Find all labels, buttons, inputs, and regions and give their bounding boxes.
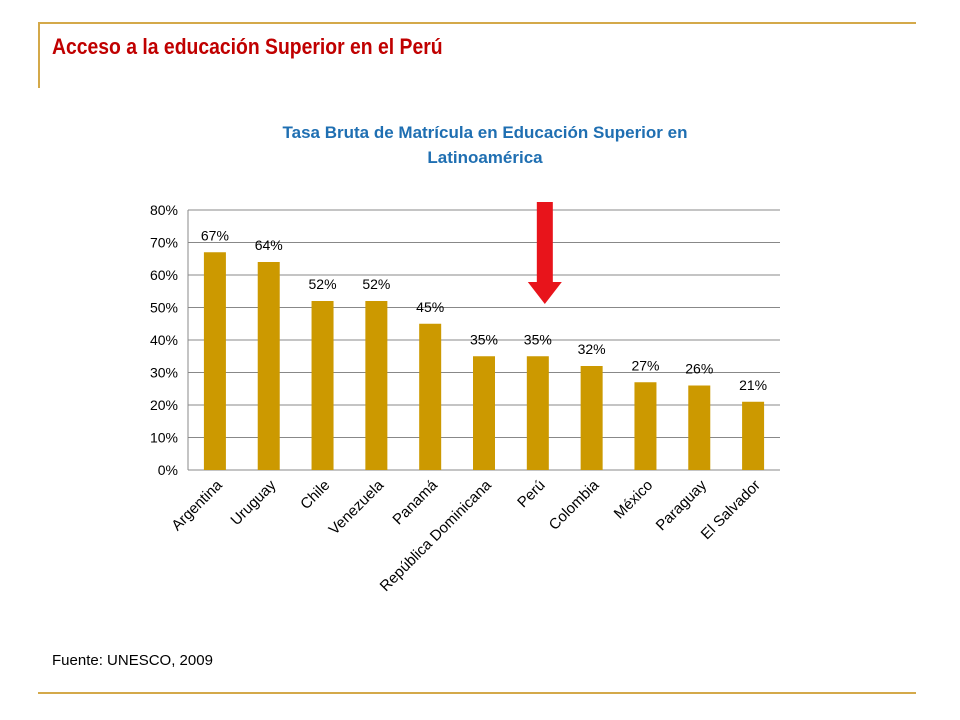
bar <box>311 301 334 470</box>
category-label: México <box>611 477 657 523</box>
bar <box>580 366 603 470</box>
data-label: 21% <box>739 377 767 393</box>
highlight-arrow-icon <box>527 202 562 304</box>
category-label: Argentina <box>168 476 226 534</box>
bar <box>257 262 280 470</box>
category-label: Perú <box>514 477 548 511</box>
y-tick-label: 60% <box>150 267 178 283</box>
y-tick-label: 0% <box>158 462 178 478</box>
bar <box>365 301 388 470</box>
chart-title-line-2: Latinoamérica <box>427 148 543 167</box>
data-label: 64% <box>255 237 283 253</box>
slide-title: Acceso a la educación Superior en el Per… <box>52 34 443 59</box>
data-label: 45% <box>416 299 444 315</box>
data-label: 52% <box>362 276 390 292</box>
category-label: Chile <box>297 477 333 513</box>
category-label: Uruguay <box>227 476 279 528</box>
bar <box>742 401 765 470</box>
y-tick-label: 30% <box>150 365 178 381</box>
y-tick-label: 70% <box>150 235 178 251</box>
bottom-rule <box>38 692 916 694</box>
data-label: 26% <box>685 361 713 377</box>
source-note: Fuente: UNESCO, 2009 <box>52 652 213 669</box>
bar <box>526 356 549 470</box>
bar <box>634 382 657 470</box>
data-label: 52% <box>309 276 337 292</box>
y-tick-label: 80% <box>150 202 178 218</box>
bar <box>688 385 711 470</box>
chart-title: Tasa Bruta de Matrícula en Educación Sup… <box>200 120 770 170</box>
data-label: 35% <box>470 331 498 347</box>
bar <box>203 252 226 470</box>
category-label: Panamá <box>389 476 441 528</box>
bar <box>473 356 495 470</box>
y-tick-label: 40% <box>150 332 178 348</box>
data-label: 35% <box>524 331 552 347</box>
y-tick-label: 50% <box>150 300 178 316</box>
data-label: 32% <box>578 341 606 357</box>
y-tick-label: 10% <box>150 430 178 446</box>
category-label: Venezuela <box>326 476 388 538</box>
category-label: Colombia <box>546 476 603 533</box>
y-tick-label: 20% <box>150 397 178 413</box>
top-rule <box>40 22 916 24</box>
side-rule <box>38 22 40 88</box>
bar <box>419 323 442 470</box>
chart-title-line-1: Tasa Bruta de Matrícula en Educación Sup… <box>282 123 688 142</box>
data-label: 67% <box>201 227 229 243</box>
data-label: 27% <box>631 357 659 373</box>
category-label: República Dominicana <box>377 476 496 595</box>
